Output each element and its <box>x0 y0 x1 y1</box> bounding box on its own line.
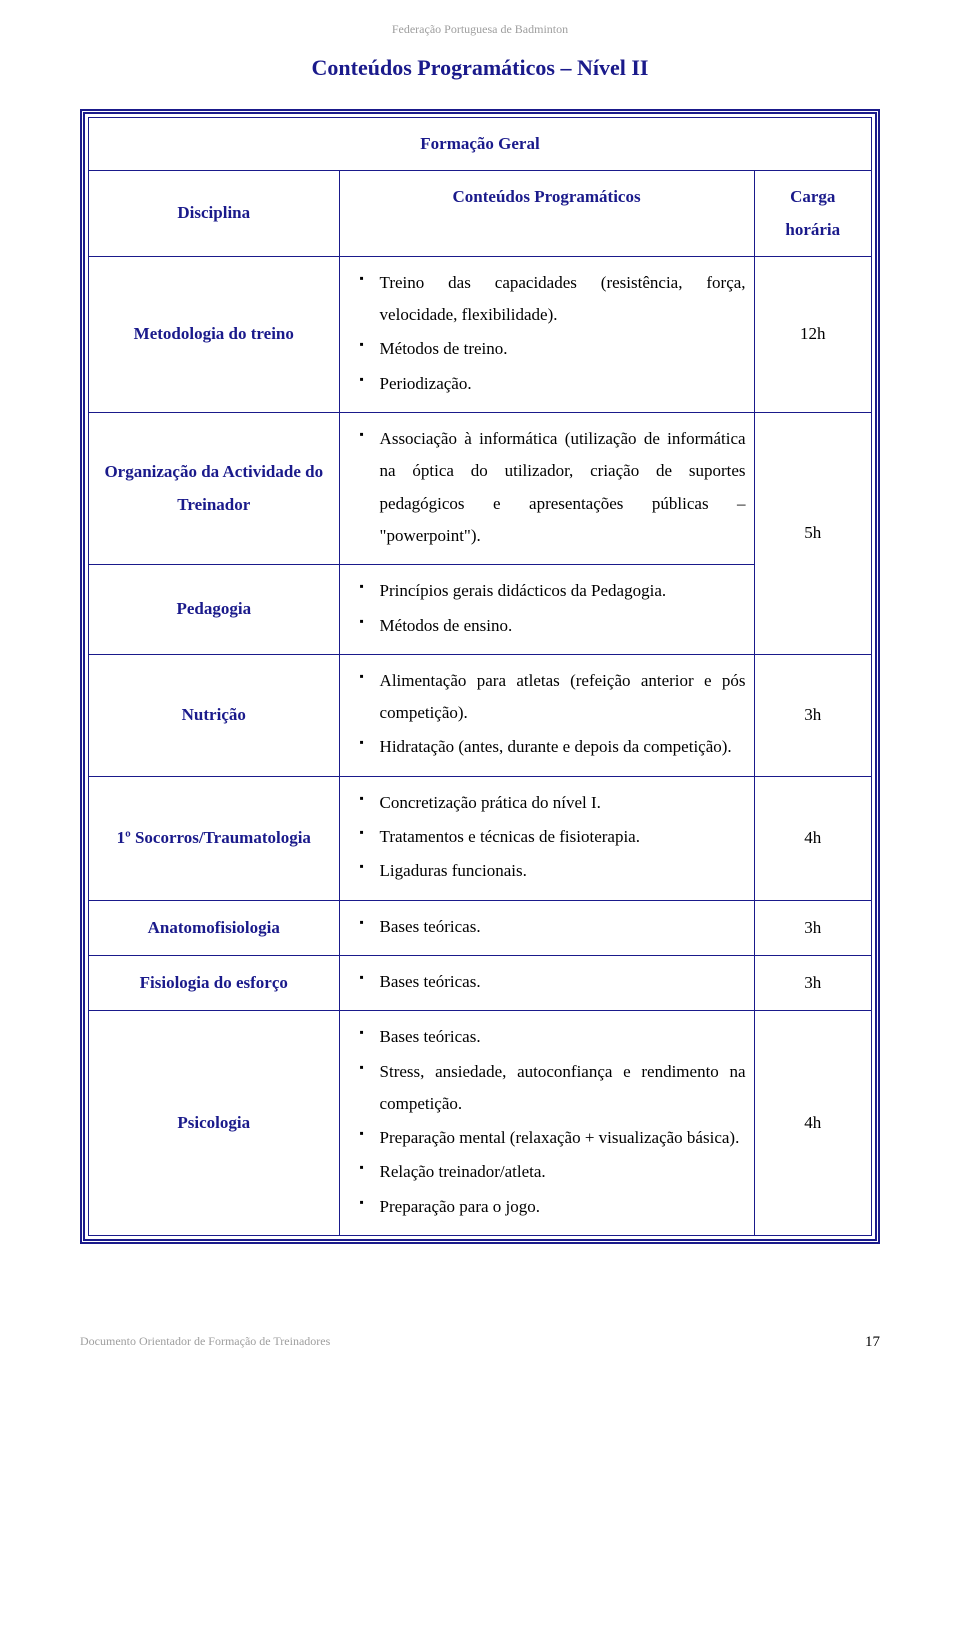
disciplina-cell: Psicologia <box>89 1011 340 1236</box>
list-item: Bases teóricas. <box>352 1021 746 1053</box>
document-title: Conteúdos Programáticos – Nível II <box>80 55 880 81</box>
list-item: Preparação para o jogo. <box>352 1191 746 1223</box>
conteudos-cell: Bases teóricas. <box>339 955 754 1010</box>
conteudos-list: Treino das capacidades (resistência, for… <box>348 267 746 400</box>
list-item: Preparação mental (relaxação + visualiza… <box>352 1122 746 1154</box>
page-footer: Documento Orientador de Formação de Trei… <box>80 1334 880 1351</box>
list-item: Alimentação para atletas (refeição anter… <box>352 665 746 730</box>
list-item: Treino das capacidades (resistência, for… <box>352 267 746 332</box>
disciplina-cell: Nutrição <box>89 654 340 776</box>
disciplina-cell: Pedagogia <box>89 565 340 655</box>
disciplina-cell: Anatomofisiologia <box>89 900 340 955</box>
carga-cell: 5h <box>754 413 871 655</box>
carga-cell: 3h <box>754 955 871 1010</box>
conteudos-list: Princípios gerais didácticos da Pedagogi… <box>348 575 746 642</box>
disciplina-cell: Metodologia do treino <box>89 256 340 412</box>
table-section-header: Formação Geral <box>89 118 872 171</box>
carga-cell: 12h <box>754 256 871 412</box>
list-item: Métodos de treino. <box>352 333 746 365</box>
carga-cell: 3h <box>754 654 871 776</box>
table-row: Organização da Actividade do TreinadorAs… <box>89 413 872 565</box>
conteudos-list: Bases teóricas. <box>348 911 746 943</box>
list-item: Métodos de ensino. <box>352 610 746 642</box>
conteudos-cell: Bases teóricas.Stress, ansiedade, autoco… <box>339 1011 754 1236</box>
table-row: NutriçãoAlimentação para atletas (refeiç… <box>89 654 872 776</box>
table-row: 1º Socorros/TraumatologiaConcretização p… <box>89 776 872 900</box>
disciplina-cell: Fisiologia do esforço <box>89 955 340 1010</box>
conteudos-list: Alimentação para atletas (refeição anter… <box>348 665 746 764</box>
list-item: Concretização prática do nível I. <box>352 787 746 819</box>
disciplina-cell: Organização da Actividade do Treinador <box>89 413 340 565</box>
list-item: Tratamentos e técnicas de fisioterapia. <box>352 821 746 853</box>
conteudos-cell: Concretização prática do nível I.Tratame… <box>339 776 754 900</box>
conteudos-cell: Associação à informática (utilização de … <box>339 413 754 565</box>
table-frame: Formação GeralDisciplinaConteúdos Progra… <box>80 109 880 1244</box>
disciplina-cell: 1º Socorros/Traumatologia <box>89 776 340 900</box>
list-item: Relação treinador/atleta. <box>352 1156 746 1188</box>
list-item: Bases teóricas. <box>352 911 746 943</box>
curriculum-table: Formação GeralDisciplinaConteúdos Progra… <box>88 117 872 1236</box>
conteudos-cell: Princípios gerais didácticos da Pedagogi… <box>339 565 754 655</box>
list-item: Stress, ansiedade, autoconfiança e rendi… <box>352 1056 746 1121</box>
conteudos-list: Bases teóricas. <box>348 966 746 998</box>
conteudos-list: Concretização prática do nível I.Tratame… <box>348 787 746 888</box>
table-row: Metodologia do treinoTreino das capacida… <box>89 256 872 412</box>
table-row: PsicologiaBases teóricas.Stress, ansieda… <box>89 1011 872 1236</box>
conteudos-list: Associação à informática (utilização de … <box>348 423 746 552</box>
conteudos-cell: Bases teóricas. <box>339 900 754 955</box>
list-item: Associação à informática (utilização de … <box>352 423 746 552</box>
carga-cell: 3h <box>754 900 871 955</box>
col-disciplina: Disciplina <box>89 171 340 257</box>
list-item: Periodização. <box>352 368 746 400</box>
conteudos-list: Bases teóricas.Stress, ansiedade, autoco… <box>348 1021 746 1223</box>
col-carga: Carga horária <box>754 171 871 257</box>
list-item: Ligaduras funcionais. <box>352 855 746 887</box>
conteudos-cell: Treino das capacidades (resistência, for… <box>339 256 754 412</box>
page-number: 17 <box>865 1334 880 1351</box>
list-item: Hidratação (antes, durante e depois da c… <box>352 731 746 763</box>
conteudos-cell: Alimentação para atletas (refeição anter… <box>339 654 754 776</box>
footer-doc-name: Documento Orientador de Formação de Trei… <box>80 1334 330 1351</box>
carga-cell: 4h <box>754 1011 871 1236</box>
col-conteudos: Conteúdos Programáticos <box>339 171 754 257</box>
carga-cell: 4h <box>754 776 871 900</box>
org-header: Federação Portuguesa de Badminton <box>80 22 880 37</box>
list-item: Bases teóricas. <box>352 966 746 998</box>
table-row: Anatomofisiologia Bases teóricas.3h <box>89 900 872 955</box>
table-row: Fisiologia do esforço Bases teóricas.3h <box>89 955 872 1010</box>
list-item: Princípios gerais didácticos da Pedagogi… <box>352 575 746 607</box>
